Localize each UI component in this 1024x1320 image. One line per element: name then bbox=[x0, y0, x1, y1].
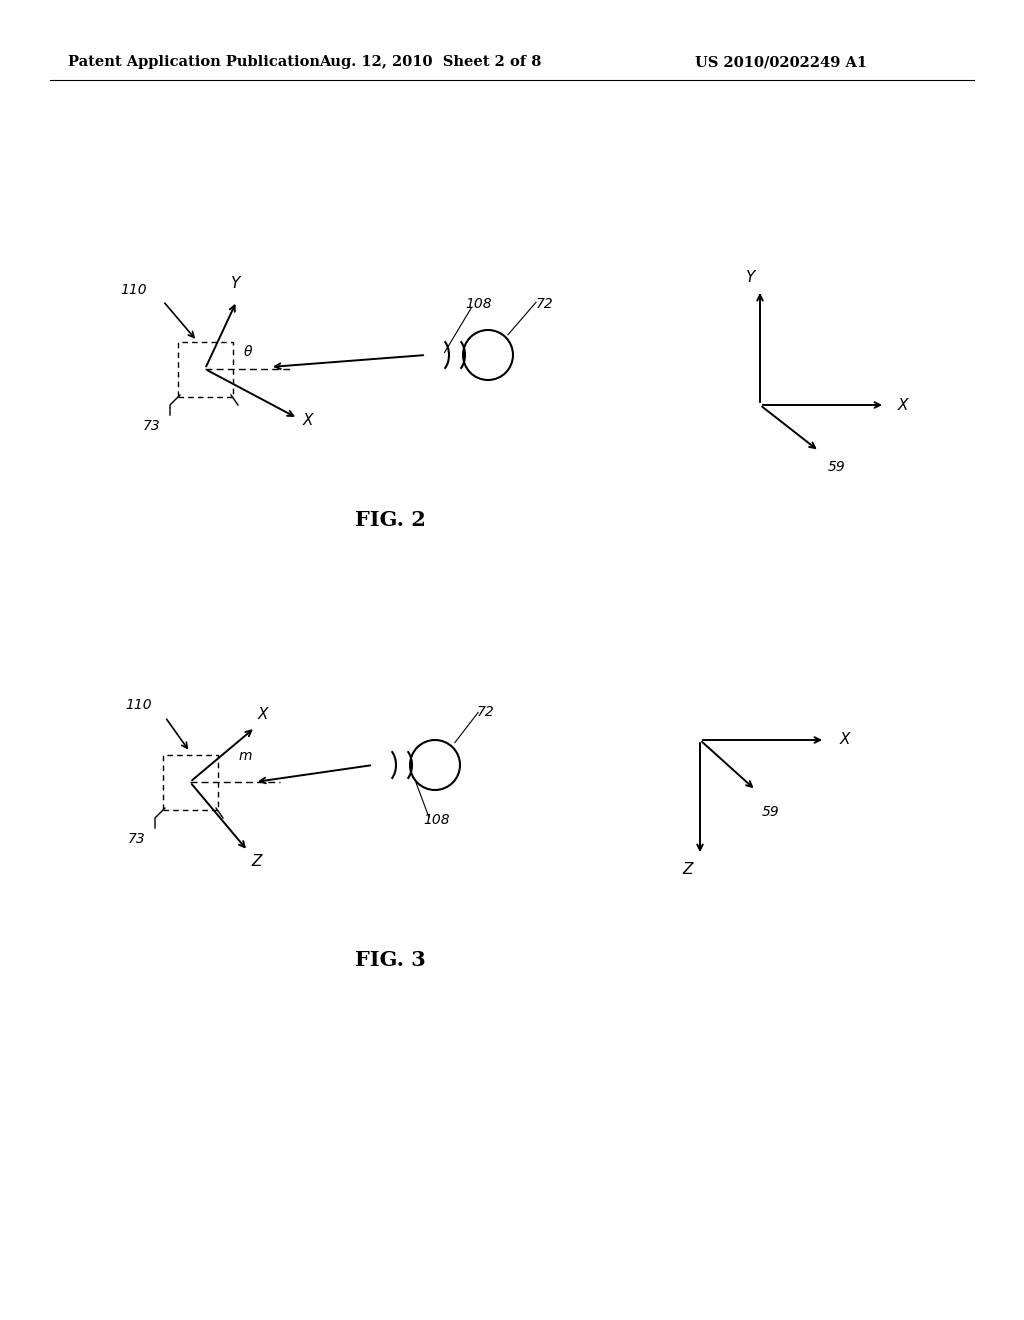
Text: $\theta$: $\theta$ bbox=[243, 343, 253, 359]
Text: 72: 72 bbox=[536, 297, 554, 312]
Text: Y: Y bbox=[745, 271, 755, 285]
Text: 108: 108 bbox=[423, 813, 450, 828]
Text: 59: 59 bbox=[762, 805, 779, 818]
Text: 73: 73 bbox=[142, 418, 160, 433]
Text: Z: Z bbox=[683, 862, 693, 876]
Text: X: X bbox=[258, 708, 268, 722]
Text: Y: Y bbox=[230, 276, 240, 290]
Text: X: X bbox=[303, 413, 313, 428]
Text: 73: 73 bbox=[127, 832, 145, 846]
Bar bbox=[163, 755, 218, 810]
Bar bbox=[178, 342, 233, 397]
Text: 108: 108 bbox=[465, 297, 492, 312]
Text: 59: 59 bbox=[828, 459, 846, 474]
Text: US 2010/0202249 A1: US 2010/0202249 A1 bbox=[695, 55, 867, 69]
Text: FIG. 3: FIG. 3 bbox=[354, 950, 425, 970]
Text: 110: 110 bbox=[125, 698, 152, 711]
Text: Patent Application Publication: Patent Application Publication bbox=[68, 55, 319, 69]
Text: X: X bbox=[898, 397, 908, 412]
Text: FIG. 2: FIG. 2 bbox=[354, 510, 425, 531]
Text: 72: 72 bbox=[477, 705, 495, 719]
Text: 110: 110 bbox=[121, 282, 147, 297]
Text: X: X bbox=[840, 733, 851, 747]
Text: Aug. 12, 2010  Sheet 2 of 8: Aug. 12, 2010 Sheet 2 of 8 bbox=[318, 55, 542, 69]
Text: Z: Z bbox=[251, 854, 261, 869]
Text: m: m bbox=[239, 750, 252, 763]
